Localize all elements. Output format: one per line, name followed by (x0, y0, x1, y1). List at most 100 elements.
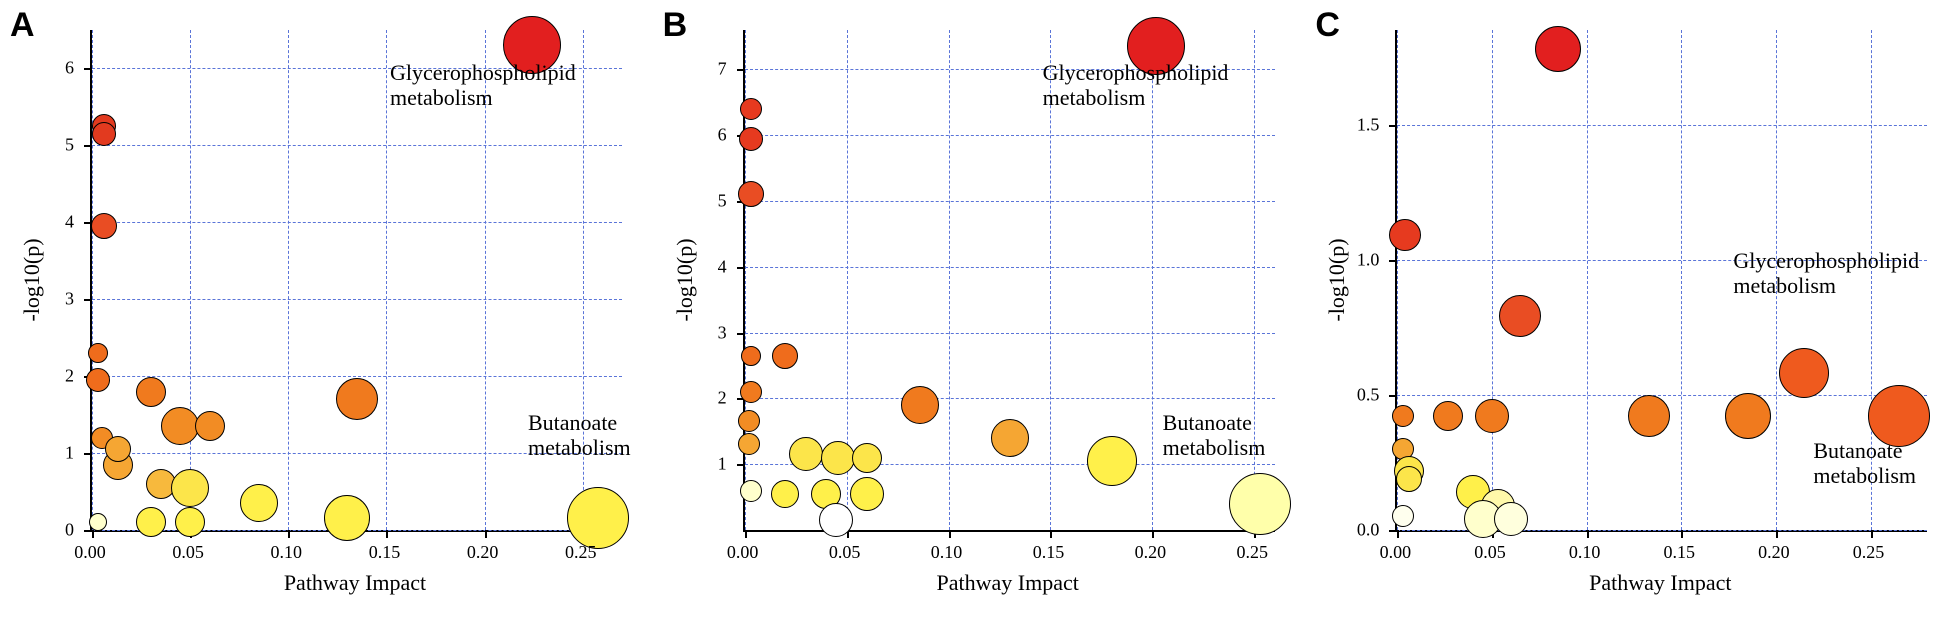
tick-label-x: 0.00 (1380, 542, 1412, 563)
gridline-h (745, 201, 1275, 202)
bubble (1779, 348, 1829, 398)
tick-label-y: 2 (718, 388, 733, 409)
annotation-gly: Glycerophospholipidmetabolism (1043, 60, 1229, 111)
bubble (1229, 473, 1291, 535)
bubble (740, 98, 762, 120)
bubble (336, 378, 378, 420)
gridline-h (1397, 125, 1927, 126)
gridline-v (1681, 30, 1682, 530)
tick-label-x: 0.15 (1033, 542, 1065, 563)
tick-mark-x (485, 530, 487, 538)
tick-label-x: 0.10 (271, 542, 303, 563)
bubble (88, 343, 108, 363)
annotation-line: metabolism (1163, 435, 1266, 460)
tick-mark-y (1389, 260, 1397, 262)
tick-label-x: 0.10 (1569, 542, 1601, 563)
gridline-v (190, 30, 191, 530)
bubble (789, 437, 823, 471)
gridline-h (1397, 395, 1927, 396)
tick-mark-x (1776, 530, 1778, 538)
annotation-but: Butanoatemetabolism (528, 410, 631, 461)
bubble (86, 368, 110, 392)
tick-mark-x (1587, 530, 1589, 538)
tick-mark-x (1152, 530, 1154, 538)
tick-label-y: 4 (718, 256, 733, 277)
gridline-h (92, 222, 622, 223)
gridline-h (92, 145, 622, 146)
annotation-line: Glycerophospholipid (1733, 248, 1919, 273)
bubble (739, 127, 763, 151)
panel-label: B (663, 6, 688, 45)
bubble (772, 343, 798, 369)
gridline-h (745, 333, 1275, 334)
tick-label-x: 0.05 (1474, 542, 1506, 563)
gridline-v (386, 30, 387, 530)
panel-c: C0.00.51.01.50.000.050.100.150.200.25Pat… (1305, 0, 1958, 628)
tick-mark-y (1389, 125, 1397, 127)
bubble (852, 443, 882, 473)
bubble (1433, 401, 1463, 431)
tick-mark-x (386, 530, 388, 538)
tick-mark-y (737, 267, 745, 269)
tick-mark-y (737, 464, 745, 466)
tick-label-x: 0.05 (829, 542, 861, 563)
gridline-h (745, 267, 1275, 268)
bubble (89, 513, 107, 531)
tick-label-x: 0.00 (727, 542, 759, 563)
bubble (741, 346, 761, 366)
tick-mark-y (737, 69, 745, 71)
bubble (136, 377, 166, 407)
gridline-v (92, 30, 93, 530)
bubble (850, 477, 884, 511)
tick-label-x: 0.15 (1664, 542, 1696, 563)
tick-label-y: 6 (65, 58, 80, 79)
gridline-h (92, 299, 622, 300)
annotation-line: Butanoate (1163, 410, 1266, 435)
tick-label-y: 2 (65, 366, 80, 387)
panel-label: A (10, 6, 35, 45)
bubble (1392, 405, 1414, 427)
annotation-line: Glycerophospholipid (1043, 60, 1229, 85)
tick-label-y: 1.0 (1357, 249, 1386, 270)
bubble (161, 407, 199, 445)
bubble (1389, 219, 1421, 251)
tick-label-y: 0 (65, 520, 80, 541)
bubble (1087, 436, 1137, 486)
gridline-v (949, 30, 950, 530)
bubble (901, 386, 939, 424)
tick-label-y: 3 (718, 322, 733, 343)
axis-label-x: Pathway Impact (1589, 570, 1731, 596)
annotation-line: metabolism (528, 435, 631, 460)
axis-label-x: Pathway Impact (284, 570, 426, 596)
tick-label-x: 0.20 (467, 542, 499, 563)
tick-mark-y (84, 68, 92, 70)
tick-mark-x (92, 530, 94, 538)
annotation-gly: Glycerophospholipidmetabolism (1733, 248, 1919, 299)
annotation-line: metabolism (1043, 85, 1229, 110)
annotation-line: Butanoate (528, 410, 631, 435)
panel-label: C (1315, 6, 1340, 45)
bubble (771, 480, 799, 508)
panel-b: B12345670.000.050.100.150.200.25Pathway … (653, 0, 1306, 628)
bubble (740, 480, 762, 502)
tick-mark-y (84, 453, 92, 455)
bubble (175, 507, 205, 537)
tick-mark-y (1389, 530, 1397, 532)
bubble (740, 381, 762, 403)
bubble (1725, 393, 1771, 439)
bubble (92, 122, 116, 146)
tick-mark-x (1871, 530, 1873, 538)
tick-label-y: 5 (718, 191, 733, 212)
tick-label-y: 3 (65, 289, 80, 310)
tick-label-y: 7 (718, 59, 733, 80)
tick-label-x: 0.20 (1135, 542, 1167, 563)
tick-label-x: 0.00 (74, 542, 106, 563)
tick-mark-x (1681, 530, 1683, 538)
bubble (1535, 26, 1581, 72)
bubble (240, 484, 278, 522)
axis-label-y: -log10(p) (19, 238, 45, 321)
annotation-line: Butanoate (1813, 438, 1916, 463)
tick-label-x: 0.20 (1758, 542, 1790, 563)
tick-mark-x (1397, 530, 1399, 538)
bubble (1499, 295, 1541, 337)
